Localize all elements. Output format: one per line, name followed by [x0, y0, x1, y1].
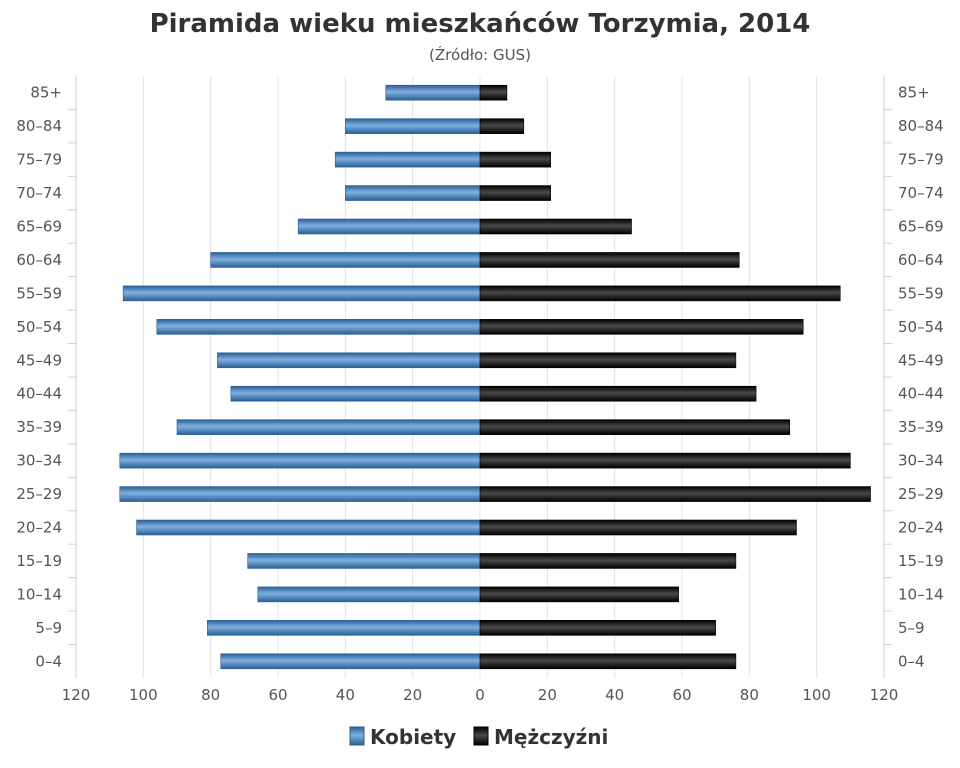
y-tick-label-left: 80–84	[16, 117, 62, 135]
y-tick-label-right: 50–54	[898, 318, 944, 336]
y-tick-label-left: 5–9	[35, 619, 62, 637]
y-tick-label-right: 80–84	[898, 117, 944, 135]
bar-mezczyzni	[479, 252, 740, 268]
bar-mezczyzni	[479, 620, 716, 636]
legend-swatch-kobiety	[349, 726, 365, 746]
x-tick-label: 60	[672, 686, 691, 704]
axes	[68, 76, 892, 678]
bar-kobiety	[217, 352, 481, 369]
bar-kobiety	[345, 185, 481, 201]
y-tick-label-right: 70–74	[898, 184, 944, 202]
legend-swatch-mezczyzni	[473, 726, 489, 746]
y-tick-label-left: 70–74	[16, 184, 62, 202]
chart-subtitle: (Źródło: GUS)	[429, 45, 531, 64]
legend-label-kobiety: Kobiety	[370, 725, 456, 749]
y-tick-label-right: 65–69	[898, 218, 944, 236]
bar-kobiety	[122, 285, 481, 302]
legend: Kobiety Mężczyźni	[349, 725, 608, 749]
y-tick-label-right: 15–19	[898, 552, 944, 570]
y-tick-label-right: 5–9	[898, 619, 925, 637]
bar-kobiety	[334, 151, 481, 168]
bar-mezczyzni	[479, 519, 797, 536]
y-tick-label-left: 45–49	[16, 351, 62, 369]
bar-mezczyzni	[479, 486, 871, 502]
y-tick-label-right: 75–79	[898, 151, 944, 169]
y-tick-label-left: 25–29	[16, 485, 62, 503]
y-tick-label-right: 25–29	[898, 485, 944, 503]
bar-kobiety	[136, 519, 481, 536]
x-tick-label: 80	[201, 686, 220, 704]
y-tick-label-left: 10–14	[16, 585, 62, 603]
bar-kobiety	[220, 653, 481, 670]
bar-kobiety	[119, 486, 481, 502]
bar-mezczyzni	[479, 185, 551, 201]
bar-kobiety	[176, 419, 481, 435]
y-tick-labels-left: 85+ 80–84 75–79 70–74 65–69 60–64 55–59 50–54 45…	[16, 84, 62, 671]
bar-kobiety	[210, 252, 481, 268]
bar-kobiety	[119, 452, 481, 469]
y-tick-label-right: 20–24	[898, 519, 944, 537]
x-tick-label: 100	[129, 686, 158, 704]
y-tick-label-right: 40–44	[898, 385, 944, 403]
y-tick-labels-right: 85+ 80–84 75–79 70–74 65–69 60–64 55–59 50–54 45…	[898, 84, 944, 671]
y-tick-label-left: 75–79	[16, 151, 62, 169]
bar-mezczyzni	[479, 653, 737, 670]
x-tick-labels: 120 100 80 60 40 20 0 20 40 60 80 100 120	[62, 686, 899, 704]
y-tick-label-right: 45–49	[898, 351, 944, 369]
y-tick-label-left: 85+	[30, 84, 62, 102]
bar-kobiety	[385, 84, 481, 101]
x-tick-label: 0	[475, 686, 485, 704]
bar-mezczyzni	[479, 586, 679, 603]
y-tick-label-left: 0–4	[35, 652, 62, 670]
y-tick-label-left: 30–34	[16, 452, 62, 470]
y-tick-label-right: 30–34	[898, 452, 944, 470]
x-tick-label: 120	[62, 686, 91, 704]
bar-mezczyzni	[479, 118, 525, 134]
bar-kobiety	[257, 586, 481, 603]
y-tick-label-right: 35–39	[898, 418, 944, 436]
y-tick-label-left: 15–19	[16, 552, 62, 570]
y-tick-label-left: 35–39	[16, 418, 62, 436]
x-tick-label: 20	[403, 686, 422, 704]
bar-mezczyzni	[479, 553, 737, 569]
bar-kobiety	[156, 319, 481, 335]
y-tick-label-right: 10–14	[898, 585, 944, 603]
y-tick-label-left: 40–44	[16, 385, 62, 403]
bar-kobiety	[230, 385, 481, 402]
bar-mezczyzni	[479, 84, 508, 101]
x-tick-label: 100	[802, 686, 831, 704]
bar-mezczyzni	[479, 285, 841, 302]
chart-title: Piramida wieku mieszkańców Torzymia, 201…	[150, 9, 811, 39]
bar-mezczyzni	[479, 452, 851, 469]
bar-mezczyzni	[479, 352, 737, 369]
bars	[119, 84, 871, 670]
bar-mezczyzni	[479, 151, 551, 168]
y-tick-label-left: 60–64	[16, 251, 62, 269]
bar-mezczyzni	[479, 419, 791, 435]
y-tick-label-right: 60–64	[898, 251, 944, 269]
bar-kobiety	[297, 218, 481, 235]
y-tick-label-right: 55–59	[898, 284, 944, 302]
bar-kobiety	[207, 620, 481, 636]
x-tick-label: 80	[740, 686, 759, 704]
y-tick-label-right: 0–4	[898, 652, 925, 670]
y-tick-label-left: 20–24	[16, 519, 62, 537]
y-tick-label-left: 50–54	[16, 318, 62, 336]
y-tick-label-right: 85+	[898, 84, 930, 102]
x-tick-label: 40	[605, 686, 624, 704]
x-tick-label: 20	[538, 686, 557, 704]
bar-mezczyzni	[479, 319, 804, 335]
bar-mezczyzni	[479, 218, 632, 235]
bar-kobiety	[247, 553, 481, 569]
x-tick-label: 120	[870, 686, 899, 704]
legend-label-mezczyzni: Mężczyźni	[494, 725, 608, 749]
x-tick-label: 60	[268, 686, 287, 704]
y-tick-label-left: 55–59	[16, 284, 62, 302]
bar-mezczyzni	[479, 385, 757, 402]
x-tick-label: 40	[336, 686, 355, 704]
y-tick-label-left: 65–69	[16, 218, 62, 236]
bar-kobiety	[345, 118, 481, 134]
